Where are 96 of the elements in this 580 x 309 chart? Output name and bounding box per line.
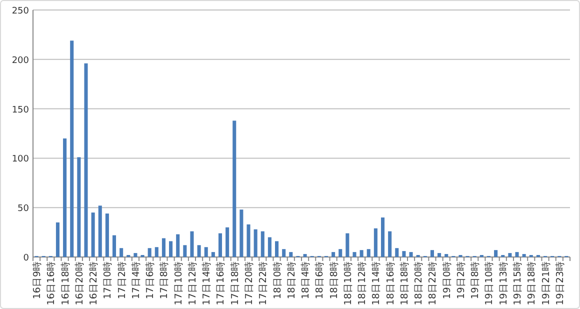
bar <box>438 253 442 257</box>
bar <box>98 206 102 257</box>
x-tick-label: 16日20時 <box>73 261 86 306</box>
bar <box>409 252 413 257</box>
x-tick-label: 17日16時 <box>214 261 227 306</box>
x-tick-label: 19日2時 <box>454 261 467 300</box>
bar <box>366 249 370 257</box>
bar <box>508 253 512 257</box>
bar <box>63 138 67 257</box>
bar <box>154 247 158 257</box>
y-tick-label: 250 <box>12 6 30 16</box>
x-tick-label: 17日22時 <box>257 261 270 306</box>
x-tick-label: 18日8時 <box>328 261 340 300</box>
x-tick-label: 18日14時 <box>370 261 382 306</box>
x-tick-label: 17日4時 <box>130 261 142 300</box>
x-tick-label: 17日0時 <box>102 261 114 300</box>
bar <box>105 214 109 257</box>
bar <box>204 247 208 257</box>
bar <box>289 252 293 257</box>
x-tick-label: 18日0時 <box>271 261 284 300</box>
bar <box>352 252 356 257</box>
bar <box>246 224 250 257</box>
bar <box>176 234 180 257</box>
bar <box>84 63 88 257</box>
y-tick-label: 50 <box>18 204 30 214</box>
bar <box>183 245 187 257</box>
x-tick-label: 17日12時 <box>186 261 198 306</box>
bar <box>395 248 399 257</box>
x-tick-label: 19日8時 <box>469 261 482 300</box>
y-tick-label: 150 <box>12 105 30 116</box>
bar <box>332 252 336 257</box>
y-tick-label: 100 <box>12 154 30 165</box>
bar <box>240 210 244 257</box>
bar <box>275 241 279 257</box>
x-tick-label: 16日18時 <box>59 261 72 306</box>
bar <box>380 217 385 257</box>
bar <box>260 231 264 257</box>
bar <box>226 227 230 257</box>
x-tick-label: 17日2時 <box>116 261 128 300</box>
bar <box>77 157 81 257</box>
y-tick-label: 200 <box>12 56 30 66</box>
x-tick-label: 18日22時 <box>426 261 439 306</box>
x-tick-label: 18日18時 <box>398 261 410 306</box>
x-tick-label: 19日18時 <box>526 261 538 306</box>
x-tick-label: 19日13時 <box>497 261 510 306</box>
x-tick-label: 16日16時 <box>45 261 58 306</box>
bar <box>197 245 201 257</box>
x-tick-label: 17日8時 <box>158 261 170 300</box>
bar <box>148 248 152 257</box>
bar <box>70 40 74 257</box>
bar <box>268 237 272 257</box>
x-tick-label: 19日23時 <box>554 261 566 306</box>
x-tick-label: 16日9時 <box>31 261 44 300</box>
bar <box>232 120 236 257</box>
bar <box>282 249 286 257</box>
bar <box>162 238 166 257</box>
bar <box>303 254 307 257</box>
bar <box>515 252 519 257</box>
x-tick-label: 18日12時 <box>356 261 368 306</box>
bar <box>112 235 116 257</box>
x-tick-label: 19日10時 <box>483 261 496 306</box>
bar <box>338 249 342 257</box>
bar <box>388 231 392 257</box>
bar <box>374 228 378 257</box>
bar <box>494 250 498 257</box>
x-tick-label: 17日10時 <box>172 261 184 306</box>
bar <box>430 250 434 257</box>
x-tick-label: 17日18時 <box>228 261 241 306</box>
bar <box>190 231 194 257</box>
x-tick-label: 19日21時 <box>540 261 552 306</box>
x-tick-label: 17日20時 <box>243 261 256 306</box>
y-tick-label: 0 <box>23 254 30 264</box>
bar <box>402 251 406 257</box>
bar <box>522 254 526 257</box>
bar <box>346 233 350 257</box>
x-tick-label: 18日2時 <box>285 261 298 300</box>
bar <box>169 241 173 257</box>
x-tick-label: 17日6時 <box>144 261 156 300</box>
bar <box>360 250 364 257</box>
bar <box>56 222 60 257</box>
bar <box>120 248 124 257</box>
bar <box>254 229 258 257</box>
bar <box>444 254 448 257</box>
bar <box>211 252 215 257</box>
x-tick-label: 18日6時 <box>314 261 326 300</box>
x-tick-label: 18日4時 <box>300 261 312 300</box>
bar <box>134 253 138 257</box>
x-tick-label: 18日16時 <box>384 261 396 306</box>
x-tick-label: 19日0時 <box>440 261 453 300</box>
bar <box>91 212 95 257</box>
x-tick-label: 16日22時 <box>88 261 100 306</box>
bar <box>218 233 222 257</box>
x-tick-label: 17日14時 <box>200 261 213 306</box>
x-tick-label: 18日20時 <box>412 261 425 306</box>
x-tick-label: 18日10時 <box>342 261 354 306</box>
x-tick-label: 19日15時 <box>512 261 524 306</box>
